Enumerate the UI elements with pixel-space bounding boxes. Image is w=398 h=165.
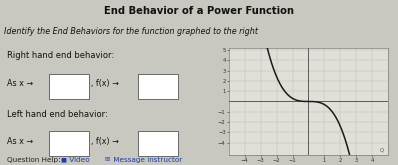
FancyBboxPatch shape <box>49 74 89 99</box>
Text: Identify the End Behaviors for the function graphed to the right: Identify the End Behaviors for the funct… <box>4 27 258 36</box>
Text: Right hand end behavior:: Right hand end behavior: <box>7 51 114 60</box>
FancyBboxPatch shape <box>138 131 178 156</box>
Text: Left hand end behavior:: Left hand end behavior: <box>7 110 107 119</box>
Text: , f(x) →: , f(x) → <box>92 137 119 146</box>
FancyBboxPatch shape <box>49 131 89 156</box>
Text: Video: Video <box>67 157 90 163</box>
Text: ■: ■ <box>60 158 66 163</box>
Text: ✉: ✉ <box>105 158 110 163</box>
FancyBboxPatch shape <box>138 74 178 99</box>
Text: As x →: As x → <box>7 79 33 88</box>
Text: , f(x) →: , f(x) → <box>92 79 119 88</box>
Text: Question Help:: Question Help: <box>7 157 60 163</box>
Text: End Behavior of a Power Function: End Behavior of a Power Function <box>104 6 294 16</box>
Text: Message instructor: Message instructor <box>111 157 183 163</box>
Text: Q: Q <box>380 147 384 152</box>
Text: As x →: As x → <box>7 137 33 146</box>
